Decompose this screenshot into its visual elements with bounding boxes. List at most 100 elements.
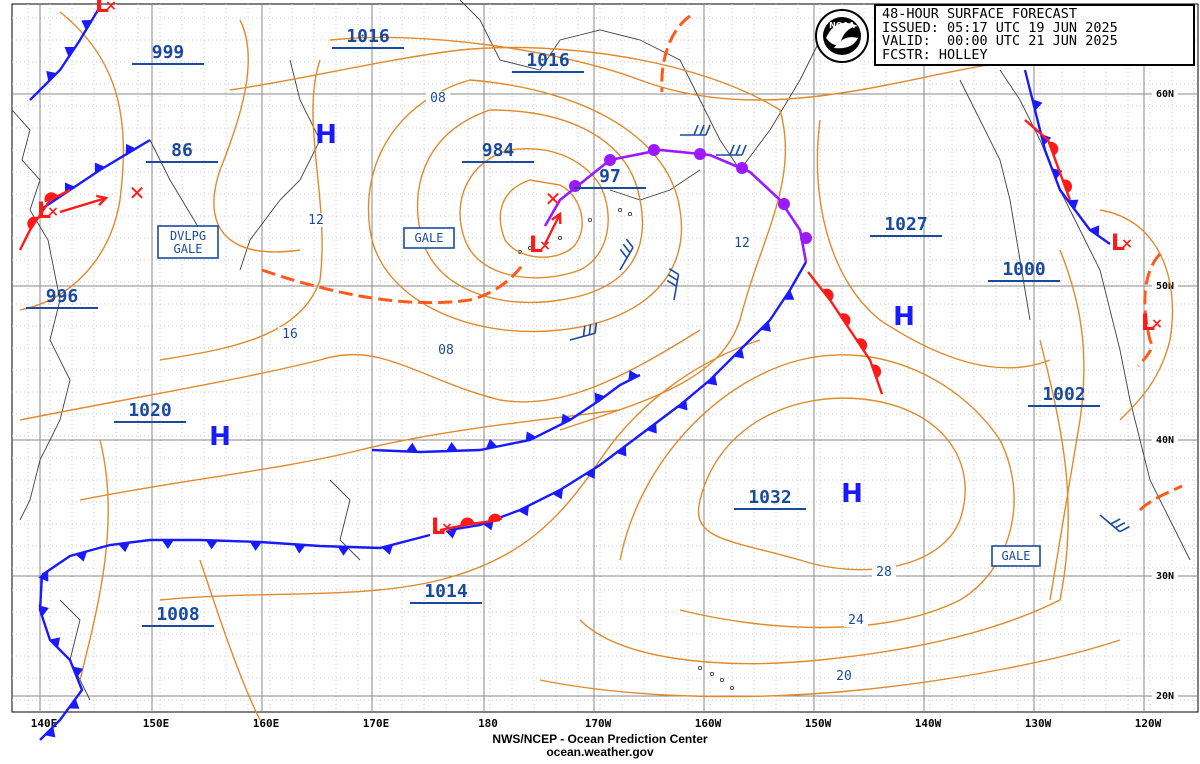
- latitude-label: 60N: [1156, 89, 1174, 100]
- x-marker: ✕: [545, 187, 562, 211]
- low-pressure-center: L: [431, 515, 445, 540]
- cold-front-symbols: [46, 19, 93, 82]
- wind-barb-flag: [582, 325, 586, 337]
- warm-front-semicircle: [839, 313, 851, 327]
- cold-front-symbols: [38, 605, 84, 738]
- coastline: [609, 169, 701, 201]
- cold-front-triangle: [482, 519, 494, 531]
- cold-front-triangle: [68, 698, 80, 709]
- warm-front-semicircle: [822, 288, 834, 302]
- cold-front-triangle: [706, 374, 718, 386]
- warm-front-symbols: [1048, 141, 1073, 194]
- coastline: [959, 79, 1031, 321]
- gale-warning-box: [991, 545, 1041, 567]
- isobar: [416, 109, 644, 304]
- isobar: [539, 639, 1121, 698]
- wind-barb: [569, 322, 598, 341]
- isobar-label-bg: [844, 613, 868, 627]
- wind-barb-flag: [1114, 522, 1126, 529]
- pressure-label: 984: [482, 140, 515, 161]
- warm-front-semicircle: [27, 216, 39, 230]
- cold-front-symbols: [38, 540, 394, 582]
- low-pressure-center: L: [95, 0, 109, 18]
- wind-barb: [716, 144, 747, 156]
- isobar: [499, 179, 583, 258]
- map-frame: [11, 3, 1199, 713]
- isobar-label: 28: [876, 565, 892, 580]
- island: [709, 671, 715, 677]
- isobar-label: 16: [282, 327, 298, 342]
- latitude-label: 40N: [1156, 435, 1174, 446]
- isobar: [19, 329, 701, 421]
- x-marker: ✕: [129, 181, 146, 205]
- island: [557, 235, 563, 241]
- cold-front-triangle: [49, 637, 61, 649]
- occluded-front-symbol: [736, 162, 748, 174]
- latitude-label-bg: [1152, 688, 1178, 702]
- latitude-label: 50N: [1156, 281, 1174, 292]
- movement-arrow-head: [95, 194, 109, 206]
- footer-line1: NWS/NCEP - Ocean Prediction Center: [492, 732, 707, 746]
- coastline: [59, 599, 91, 701]
- low-pressure-x: ×: [539, 238, 551, 254]
- cold-front-triangle: [445, 441, 458, 452]
- cold-front-triangle: [249, 541, 262, 551]
- cold-front-triangle: [118, 542, 131, 553]
- high-pressure-center: H: [893, 302, 915, 332]
- noaa-logo-icon: NOAA: [815, 9, 869, 63]
- cold-front-triangle: [38, 570, 49, 582]
- low-pressure-center: L: [529, 233, 543, 258]
- wind-barb-shaft: [673, 274, 680, 301]
- isobar: [159, 339, 761, 601]
- wind-barb-flag: [625, 238, 634, 248]
- cold-front-triangle: [1089, 225, 1100, 237]
- noaa-logo-text: NOAA: [829, 21, 855, 30]
- wind-barb-flag: [1119, 525, 1130, 533]
- isobar-label-bg: [304, 213, 328, 227]
- longitude-label: 170E: [363, 717, 390, 730]
- pressure-label: 1016: [346, 26, 389, 47]
- wind-barb-flag: [693, 124, 699, 136]
- isobar-label-bg: [434, 343, 458, 357]
- trough-line: [1136, 252, 1162, 367]
- gale-warning-box: [403, 227, 455, 249]
- wind-barb: [1099, 514, 1130, 533]
- cold-front-symbols: [445, 289, 795, 539]
- isobar-label-bg: [730, 236, 754, 250]
- wind-barb-flag: [622, 243, 631, 254]
- warm-front-symbols: [822, 288, 882, 379]
- wind-barb: [619, 238, 634, 271]
- wind-barb-flag: [668, 268, 679, 276]
- warm-front: [18, 188, 71, 251]
- cold-front-triangle: [381, 544, 394, 555]
- wind-barb: [666, 268, 680, 301]
- pressure-label: 1008: [156, 604, 199, 625]
- low-pressure-x: ×: [441, 520, 453, 536]
- coastlines: [11, 0, 1191, 701]
- gale-warning-text: DVLPG: [170, 229, 206, 243]
- cold-front-triangle: [733, 348, 745, 359]
- cold-front-triangle: [677, 399, 688, 411]
- isobar: [367, 79, 683, 333]
- cold-front-triangle: [38, 605, 49, 617]
- cold-front-triangle: [760, 321, 771, 332]
- island: [697, 665, 703, 671]
- isobar: [619, 354, 1015, 629]
- isobar-label-bg: [872, 565, 896, 579]
- cold-front: [1023, 69, 1111, 245]
- cold-front-triangle: [293, 544, 306, 554]
- trough-line: [660, 14, 691, 93]
- wind-barb-flag: [588, 324, 592, 335]
- longitude-label: 150W: [805, 717, 832, 730]
- occluded-front-symbol: [694, 148, 706, 160]
- wind-barb-flag: [699, 124, 705, 136]
- wind-barb-flag: [705, 124, 711, 136]
- cold-front-triangle: [646, 422, 657, 434]
- cold-front: [29, 9, 100, 101]
- pressure-label: 97: [599, 166, 621, 187]
- warm-front: [1024, 119, 1072, 201]
- forecast-header-box: 48-HOUR SURFACE FORECAST ISSUED: 05:17 U…: [874, 4, 1195, 66]
- isobar-label: 08: [430, 91, 446, 106]
